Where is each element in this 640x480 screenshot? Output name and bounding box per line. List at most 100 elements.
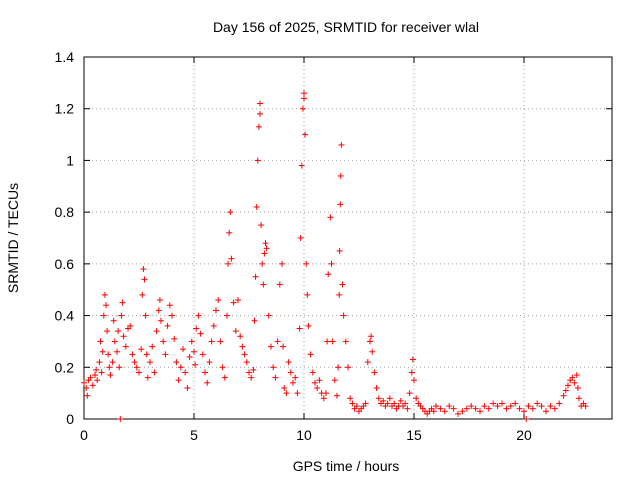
data-point xyxy=(298,162,305,169)
data-point xyxy=(259,260,266,267)
x-axis-label: GPS time / hours xyxy=(293,458,400,474)
data-point xyxy=(574,384,581,391)
data-point xyxy=(119,299,126,306)
data-point xyxy=(156,297,163,304)
data-point xyxy=(192,361,199,368)
data-point xyxy=(105,351,112,358)
data-point xyxy=(468,403,475,410)
data-point xyxy=(101,291,108,298)
data-point xyxy=(499,400,505,407)
data-point xyxy=(225,260,232,267)
data-point xyxy=(116,364,123,371)
data-point xyxy=(411,377,417,384)
data-point xyxy=(237,333,244,340)
data-point xyxy=(353,403,360,410)
data-point xyxy=(485,405,492,412)
data-point xyxy=(472,405,479,412)
data-point xyxy=(463,405,470,412)
data-point xyxy=(232,328,239,335)
data-point xyxy=(543,408,549,415)
data-point xyxy=(261,250,268,257)
data-point xyxy=(158,317,164,324)
data-point xyxy=(571,379,578,386)
data-point xyxy=(117,416,124,422)
data-point xyxy=(110,317,117,324)
x-tick-label: 15 xyxy=(406,427,422,443)
data-point xyxy=(94,377,101,384)
x-tick-label: 0 xyxy=(80,427,88,443)
data-point xyxy=(391,400,398,407)
data-point xyxy=(305,322,312,329)
data-point xyxy=(93,366,100,373)
data-point xyxy=(304,291,311,298)
data-point xyxy=(138,346,145,353)
data-point xyxy=(337,172,344,179)
data-point xyxy=(280,343,287,350)
y-tick-label: 0.6 xyxy=(55,256,75,272)
data-point xyxy=(296,325,303,332)
data-point xyxy=(386,395,393,402)
data-point xyxy=(336,247,343,254)
data-point xyxy=(149,343,156,350)
data-point xyxy=(279,260,285,267)
data-point xyxy=(106,364,113,371)
data-point xyxy=(569,374,576,381)
data-point xyxy=(120,333,127,340)
data-point xyxy=(562,387,569,394)
data-point xyxy=(210,322,217,329)
data-point xyxy=(188,338,195,345)
data-point xyxy=(254,157,261,164)
data-point xyxy=(262,240,269,247)
data-point xyxy=(133,364,140,371)
data-point xyxy=(143,351,150,358)
data-point xyxy=(556,400,563,407)
data-point xyxy=(235,297,241,304)
data-point xyxy=(260,281,267,288)
data-point xyxy=(371,369,378,376)
data-point xyxy=(171,335,178,342)
data-point xyxy=(408,369,415,376)
x-tick-label: 20 xyxy=(516,427,532,443)
data-point xyxy=(162,351,169,358)
data-point xyxy=(512,400,519,407)
data-point xyxy=(153,328,160,335)
data-point xyxy=(404,405,411,412)
data-point xyxy=(455,410,461,417)
data-point xyxy=(177,364,184,371)
data-point xyxy=(345,364,351,371)
data-point xyxy=(221,374,228,381)
data-point xyxy=(516,405,523,412)
data-point xyxy=(507,403,514,410)
data-point xyxy=(446,403,453,410)
data-point xyxy=(283,390,290,397)
data-point xyxy=(560,392,567,399)
data-points xyxy=(81,90,589,422)
data-point xyxy=(523,416,530,422)
data-point xyxy=(182,369,189,376)
y-axis-label: SRMTID / TECUs xyxy=(5,183,21,293)
data-point xyxy=(307,351,314,358)
data-point xyxy=(265,312,272,319)
data-point xyxy=(213,307,219,314)
data-point xyxy=(337,201,344,208)
data-point xyxy=(314,384,321,391)
data-point xyxy=(131,359,138,366)
data-point xyxy=(107,372,114,379)
data-point xyxy=(186,353,193,360)
data-point xyxy=(406,390,413,397)
data-point xyxy=(402,400,409,407)
data-point xyxy=(253,203,260,210)
data-point xyxy=(347,395,354,402)
data-point xyxy=(208,338,215,345)
x-tick-label: 5 xyxy=(190,427,198,443)
data-point xyxy=(109,359,116,366)
data-point xyxy=(294,390,301,397)
data-point xyxy=(433,403,439,410)
data-point xyxy=(287,369,294,376)
data-point xyxy=(490,400,497,407)
data-point xyxy=(316,377,323,384)
data-point xyxy=(368,333,375,340)
data-point xyxy=(206,359,213,366)
data-point xyxy=(274,338,281,345)
